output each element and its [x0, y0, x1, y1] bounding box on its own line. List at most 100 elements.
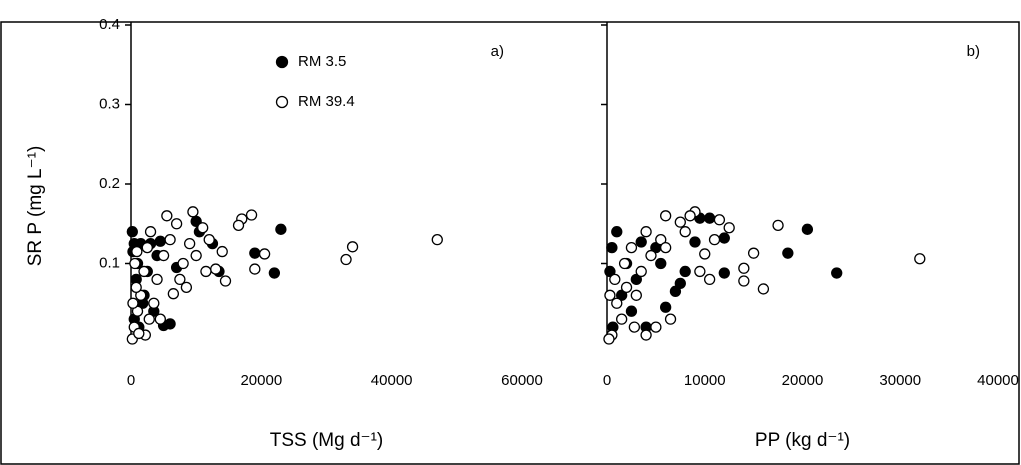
point	[611, 297, 623, 309]
x-tick-label: 60000	[501, 372, 543, 389]
point	[718, 232, 730, 244]
point	[689, 236, 701, 248]
point	[660, 301, 672, 313]
y-tick-label: 0.3	[99, 95, 120, 112]
point	[738, 262, 750, 274]
point	[630, 273, 642, 286]
point	[133, 327, 145, 340]
point	[650, 321, 662, 333]
figure-frame	[0, 21, 1020, 465]
point	[669, 285, 682, 297]
point	[660, 210, 672, 222]
point	[655, 257, 667, 270]
point	[190, 249, 202, 262]
point	[138, 265, 150, 278]
point	[699, 248, 711, 260]
x-tick-label: 20000	[240, 372, 282, 389]
point	[603, 333, 615, 345]
point	[245, 209, 258, 221]
point	[679, 226, 691, 238]
x-tick-label: 0	[603, 372, 611, 389]
point	[660, 241, 672, 254]
point	[197, 222, 209, 234]
legend-marker	[275, 55, 289, 69]
point	[127, 297, 139, 309]
point	[713, 214, 726, 226]
point	[609, 273, 621, 286]
point	[200, 265, 212, 278]
point	[170, 218, 183, 230]
point	[703, 273, 716, 286]
point	[640, 226, 652, 238]
legend-label: RM 3.5	[298, 53, 346, 70]
point	[674, 216, 686, 228]
point	[640, 329, 652, 341]
point	[203, 233, 215, 246]
point	[183, 237, 196, 250]
point	[144, 226, 157, 238]
point	[141, 241, 153, 254]
point	[154, 313, 166, 325]
point	[604, 289, 616, 301]
panel-label: b)	[967, 43, 980, 60]
point	[618, 257, 631, 270]
point	[914, 253, 926, 265]
point	[131, 245, 143, 258]
point	[625, 241, 638, 254]
point	[268, 267, 281, 279]
legend-label: RM 39.4	[298, 93, 355, 110]
point	[431, 233, 443, 246]
point	[219, 275, 232, 287]
point	[249, 263, 261, 275]
point	[801, 223, 814, 235]
point	[154, 235, 166, 247]
point	[679, 265, 691, 278]
point	[258, 248, 271, 260]
point	[249, 247, 261, 259]
x-tick-label: 30000	[879, 372, 921, 389]
legend-marker	[275, 95, 289, 109]
y-tick-label: 0.2	[99, 175, 120, 192]
point	[757, 283, 770, 295]
point	[210, 263, 222, 275]
point	[718, 267, 730, 279]
point	[645, 249, 657, 262]
point	[164, 318, 176, 330]
point	[180, 281, 193, 294]
point	[187, 206, 199, 218]
x-tick-label: 0	[127, 372, 135, 389]
point	[616, 289, 628, 301]
point	[151, 273, 163, 286]
point	[620, 281, 633, 294]
point	[655, 233, 667, 246]
point	[232, 219, 245, 231]
point	[164, 233, 176, 246]
x-tick-label: 10000	[684, 372, 726, 389]
x-tick-label: 20000	[782, 372, 824, 389]
point	[177, 257, 189, 270]
y-axis-title: SR P (mg L⁻¹)	[25, 146, 46, 267]
point	[130, 281, 142, 294]
x-axis-title: TSS (Mg d⁻¹)	[270, 430, 383, 451]
panel-label: a)	[491, 43, 504, 60]
point	[167, 288, 180, 300]
y-tick-label: 0.1	[99, 254, 120, 271]
x-tick-label: 40000	[977, 372, 1019, 389]
point	[126, 226, 138, 238]
point	[630, 289, 642, 301]
point	[708, 233, 721, 246]
point	[161, 210, 173, 222]
point	[694, 265, 706, 278]
point	[628, 321, 641, 333]
point	[340, 253, 352, 266]
point	[604, 265, 616, 278]
point	[674, 277, 686, 290]
point	[831, 267, 843, 279]
point	[275, 223, 287, 235]
point	[635, 236, 647, 248]
point	[747, 247, 760, 259]
point	[157, 249, 170, 262]
point	[782, 247, 794, 259]
point	[703, 212, 716, 224]
point	[664, 313, 677, 325]
